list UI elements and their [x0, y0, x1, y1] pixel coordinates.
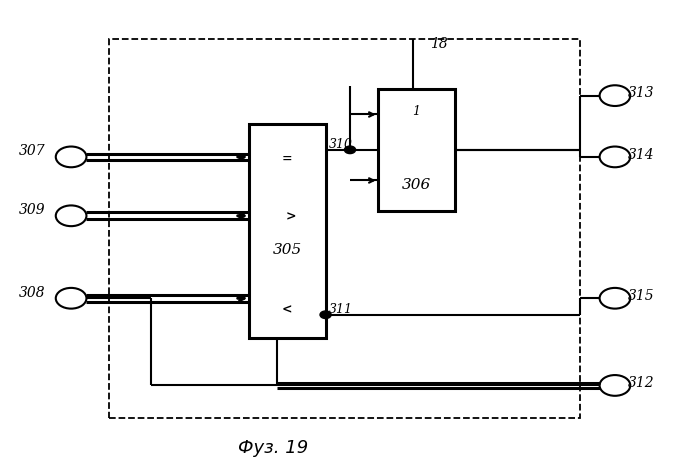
- Bar: [109, 39, 580, 419]
- Bar: [378, 89, 454, 211]
- Text: 315: 315: [627, 289, 654, 303]
- Circle shape: [320, 311, 331, 319]
- Text: 1: 1: [412, 105, 420, 118]
- Circle shape: [344, 146, 356, 154]
- Text: Фуз. 19: Фуз. 19: [238, 439, 309, 457]
- Text: 312: 312: [627, 376, 654, 390]
- Text: 313: 313: [627, 86, 654, 100]
- Bar: [249, 124, 326, 338]
- Text: 306: 306: [402, 178, 431, 192]
- Text: <: <: [282, 303, 293, 317]
- Text: 308: 308: [19, 286, 46, 300]
- Text: 311: 311: [329, 302, 353, 316]
- Text: 310: 310: [329, 137, 353, 151]
- Text: 309: 309: [19, 203, 46, 217]
- Text: 305: 305: [272, 243, 302, 257]
- Text: 18: 18: [430, 37, 448, 51]
- Text: 307: 307: [19, 144, 46, 158]
- Text: >: >: [286, 210, 296, 223]
- Text: =: =: [282, 153, 293, 166]
- Text: 314: 314: [627, 147, 654, 162]
